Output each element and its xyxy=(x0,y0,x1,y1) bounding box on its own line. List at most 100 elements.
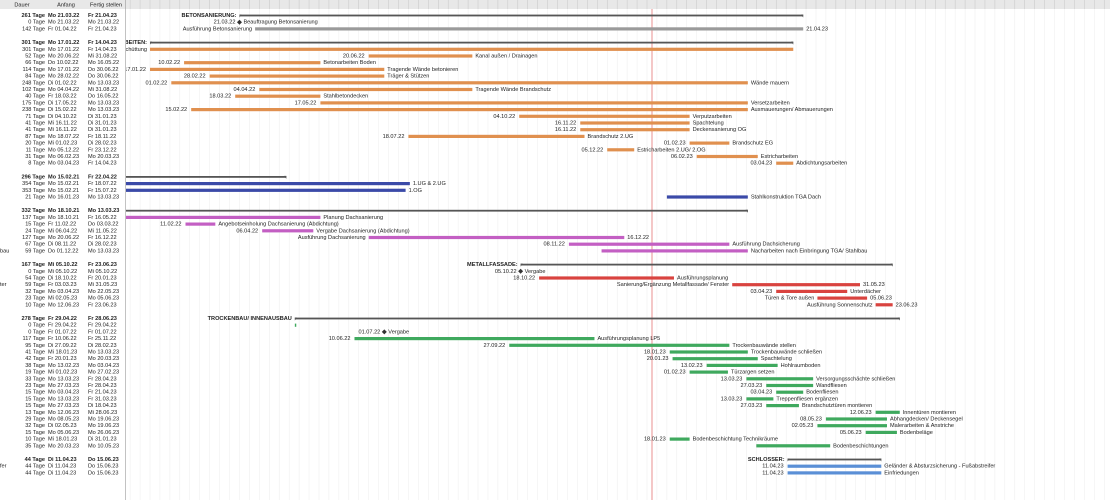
duration: 59 Tage xyxy=(25,282,45,288)
finish-date: Fr 28.06.23 xyxy=(88,316,117,322)
task-bar xyxy=(580,121,690,125)
start-date: Di 11.04.23 xyxy=(48,470,76,476)
task-bar xyxy=(150,67,385,71)
task-bar xyxy=(235,94,321,98)
task-bar xyxy=(320,101,748,105)
finish-date: Fr 28.04.23 xyxy=(88,376,117,382)
start-label: 27.09.22 xyxy=(483,343,505,349)
finish-date: Mo 26.06.23 xyxy=(88,430,119,436)
task-name-stub: fer xyxy=(0,464,7,470)
start-date: Mo 13.03.23 xyxy=(48,376,79,382)
duration: 0 Tage xyxy=(28,323,45,329)
task-bar xyxy=(865,430,897,434)
duration: 248 Tage xyxy=(22,80,45,86)
duration: 261 Tage xyxy=(21,13,45,19)
start-date: Mo 16.01.23 xyxy=(48,194,79,200)
summary-bar xyxy=(294,317,900,320)
task-bar xyxy=(875,410,900,414)
finish-date: Fr 16.12.22 xyxy=(88,235,117,241)
start-label: 12.06.23 xyxy=(850,410,872,416)
start-date: Mo 08.05.23 xyxy=(48,416,79,422)
task-label: Betonarbeiten Boden xyxy=(323,60,376,66)
start-date: Mi 02.05.23 xyxy=(48,296,77,302)
start-label: 10.02.22 xyxy=(158,60,180,66)
finish-date: Fr 15.07.22 xyxy=(88,188,117,194)
start-date: Fr 10.06.22 xyxy=(48,336,77,342)
finish-date: Mo 10.05.23 xyxy=(88,443,119,449)
start-label: 10.06.22 xyxy=(329,336,351,342)
task-label: Hohlraumboden xyxy=(781,363,821,369)
duration: 114 Tage xyxy=(23,67,46,73)
start-date: Mo 13.03.23 xyxy=(48,396,79,402)
task-label: Brandschutz 2.UG xyxy=(588,134,634,140)
task-label: Innentüren montieren xyxy=(903,410,956,416)
task-bar xyxy=(766,404,799,408)
duration: 44 Tage xyxy=(25,457,45,463)
task-bar xyxy=(209,74,385,78)
task-label: Ausführung Dachsanierung xyxy=(298,235,366,241)
task-label: Unterdächer xyxy=(850,289,881,295)
finish-date: Di 31.01.23 xyxy=(88,437,117,443)
task-label: Zuschüttung xyxy=(116,47,147,53)
task-table: 261 Tage Mo 21.03.22 Fr 21.04.230 Tage Mo 2… xyxy=(0,13,119,476)
task-bar xyxy=(746,377,814,381)
start-date: Mo 20.03.23 xyxy=(48,443,79,449)
duration: 87 Tage xyxy=(25,134,45,140)
start-date: Do 01.12.22 xyxy=(48,248,78,254)
finish-date: Mo 13.03.23 xyxy=(88,100,119,106)
start-date: Mo 04.04.22 xyxy=(48,87,79,93)
task-bar xyxy=(689,141,730,145)
start-date: Do 10.02.22 xyxy=(48,60,78,66)
finish-date: Mo 19.06.23 xyxy=(88,423,119,429)
task-label: 1.UG & 2.UG xyxy=(413,181,446,187)
start-date: Mo 27.03.23 xyxy=(48,403,79,409)
duration: 23 Tage xyxy=(25,383,45,389)
duration: 32 Tage xyxy=(25,289,45,295)
task-label: Bodenbeschichtungen xyxy=(833,443,888,449)
start-label: 21.03.22 xyxy=(214,20,236,26)
task-label: Verputzarbeiten xyxy=(693,114,732,120)
start-date: Mi 01.02.23 xyxy=(48,370,77,376)
start-date: Mo 03.04.23 xyxy=(48,289,79,295)
duration: 84 Tage xyxy=(25,74,45,80)
start-label: 13.03.23 xyxy=(721,376,743,382)
task-bar xyxy=(262,229,314,233)
task-label: Brandschutz EG xyxy=(732,141,773,147)
start-date: Mo 21.03.22 xyxy=(48,20,79,26)
duration: 35 Tage xyxy=(25,443,45,449)
task-bar xyxy=(689,370,728,374)
task-label: Versorgungsschächte schließen xyxy=(816,376,895,382)
start-label: 18.07.22 xyxy=(383,134,405,140)
task-bar xyxy=(746,397,774,401)
task-bar xyxy=(368,235,625,240)
task-bar xyxy=(354,337,595,341)
finish-date: Mo 20.03.23 xyxy=(88,356,119,362)
task-label: Deckensanierung OG xyxy=(693,127,747,133)
start-label: 18.01.23 xyxy=(644,349,666,355)
task-label: Beauftragung Betonsanierung xyxy=(243,20,317,26)
duration: 66 Tage xyxy=(25,60,45,66)
duration: 15 Tage xyxy=(25,390,45,396)
start-date: Mo 03.04.23 xyxy=(48,390,79,396)
start-date: Mo 15.02.21 xyxy=(48,174,79,180)
finish-date: Do 03.03.22 xyxy=(88,222,118,228)
duration: 21 Tage xyxy=(25,194,45,200)
start-date: Di 17.05.22 xyxy=(48,100,77,106)
task-label: Sanierung/Ergänzung Metallfassade/ Fenst… xyxy=(617,282,729,288)
finish-date: Mo 13.03.23 xyxy=(88,349,119,355)
task-bar xyxy=(601,249,748,253)
task-label: Nacharbeiten nach Einbringung TGA/ Stahl… xyxy=(751,248,868,254)
duration: 15 Tage xyxy=(25,403,45,409)
task-bar xyxy=(669,350,748,354)
task-bar xyxy=(732,283,860,287)
duration: 54 Tage xyxy=(25,275,45,281)
start-label: 01.02.22 xyxy=(146,80,168,86)
finish-date: Fr 23.06.23 xyxy=(88,262,117,268)
start-date: Mi 05.10.22 xyxy=(48,269,77,275)
duration: 44 Tage xyxy=(25,470,45,476)
task-bar xyxy=(776,289,848,293)
header-finish: Fertig stellen xyxy=(90,2,122,8)
finish-date: Fr 01.07.22 xyxy=(88,329,117,335)
summary-bar xyxy=(787,458,882,461)
finish-date: Di 31.01.23 xyxy=(88,120,117,126)
